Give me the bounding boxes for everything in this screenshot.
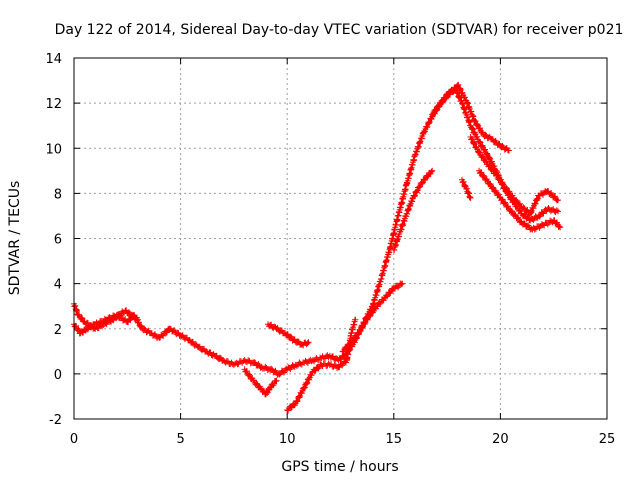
data-series-track-late-high [429,81,512,154]
y-tick-label: 2 [54,323,62,338]
data-points [71,81,564,414]
grid-lines [74,58,607,419]
data-series-track-spur [459,176,474,201]
x-tick-label: 0 [70,432,78,447]
y-tick-label: 6 [54,233,62,248]
x-tick-labels: 0 5 10 15 20 25 [70,432,615,447]
x-tick-label: 20 [492,432,509,447]
y-tick-label: -2 [49,413,62,428]
y-tick-label: 8 [54,187,62,202]
y-axis-label: SDTVAR / TECUs [7,181,23,296]
data-series-track-isolated [265,321,312,349]
y-tick-labels: -2 0 2 4 6 8 10 12 14 [45,52,62,428]
plot-frame [73,57,608,420]
y-tick-label: 12 [45,97,62,112]
data-series-track-main [71,86,561,378]
y-tick-label: 4 [54,278,62,293]
y-tick-label: 14 [45,52,62,67]
x-tick-label: 10 [279,432,296,447]
y-tick-label: 0 [54,368,62,383]
data-series-track-late-mid [467,134,561,218]
x-tick-label: 25 [599,432,616,447]
data-series-track-dip [241,366,280,398]
chart-title: Day 122 of 2014, Sidereal Day-to-day VTE… [55,22,624,38]
data-series-track-low [284,316,359,414]
x-axis-label: GPS time / hours [281,459,398,475]
data-series-track-rise-c [390,167,436,253]
data-series-track-late-low [476,167,564,233]
y-tick-label: 10 [45,142,62,157]
x-tick-label: 5 [176,432,184,447]
data-series-track-upper [71,300,141,332]
x-tick-label: 15 [386,432,403,447]
